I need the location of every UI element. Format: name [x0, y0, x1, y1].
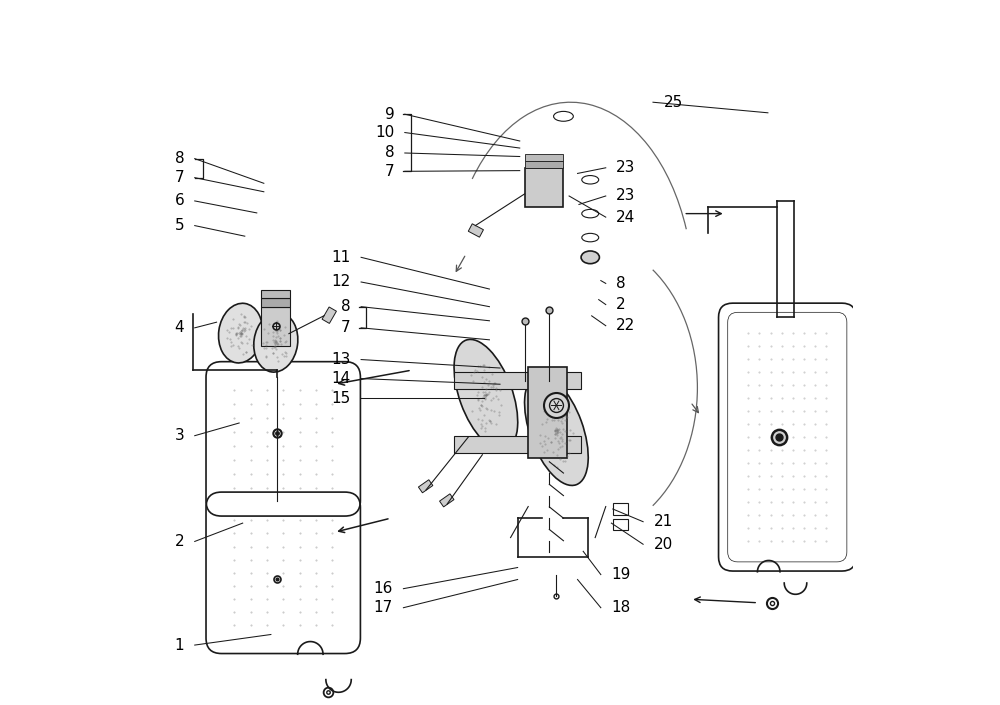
- Ellipse shape: [581, 251, 599, 264]
- Text: 18: 18: [611, 600, 631, 615]
- Text: 24: 24: [616, 209, 636, 225]
- Text: 9: 9: [384, 106, 394, 122]
- Text: 1: 1: [175, 637, 184, 653]
- Text: 2: 2: [175, 534, 184, 549]
- Text: 8: 8: [341, 299, 351, 314]
- Text: 20: 20: [654, 537, 673, 552]
- Text: 25: 25: [664, 94, 683, 110]
- Text: 14: 14: [331, 371, 351, 386]
- Text: 7: 7: [175, 170, 184, 185]
- Bar: [525, 168, 563, 207]
- Bar: [525, 154, 563, 161]
- Text: 22: 22: [616, 318, 636, 333]
- Text: 12: 12: [331, 274, 351, 290]
- Text: 16: 16: [373, 581, 393, 596]
- Text: 6: 6: [174, 193, 184, 209]
- Text: 2: 2: [616, 297, 626, 312]
- Bar: [613, 503, 628, 515]
- Bar: [525, 161, 563, 168]
- Bar: [261, 307, 290, 345]
- Bar: [322, 307, 336, 324]
- Text: 5: 5: [175, 218, 184, 233]
- Bar: [454, 436, 581, 453]
- Text: 11: 11: [331, 250, 351, 265]
- Ellipse shape: [254, 312, 298, 372]
- Bar: [418, 479, 433, 493]
- Text: 23: 23: [616, 160, 636, 176]
- Bar: [454, 372, 581, 389]
- Text: 17: 17: [374, 600, 393, 615]
- Text: 7: 7: [385, 164, 394, 179]
- Text: 3: 3: [174, 428, 184, 443]
- Ellipse shape: [454, 339, 518, 450]
- Text: 19: 19: [611, 567, 631, 582]
- Text: 8: 8: [175, 151, 184, 166]
- Text: 23: 23: [616, 188, 636, 204]
- Ellipse shape: [219, 303, 263, 363]
- Text: 8: 8: [616, 276, 626, 291]
- Text: 7: 7: [341, 320, 351, 336]
- Text: 8: 8: [385, 145, 394, 161]
- Text: 21: 21: [654, 514, 673, 529]
- Bar: [468, 223, 483, 237]
- Text: 15: 15: [331, 391, 351, 406]
- Text: 13: 13: [331, 352, 351, 367]
- Bar: [613, 519, 628, 530]
- Bar: [261, 290, 290, 298]
- Text: 10: 10: [375, 125, 394, 140]
- Bar: [528, 367, 567, 458]
- Text: 4: 4: [175, 320, 184, 336]
- Bar: [440, 493, 454, 507]
- Bar: [261, 298, 290, 307]
- Ellipse shape: [525, 374, 588, 486]
